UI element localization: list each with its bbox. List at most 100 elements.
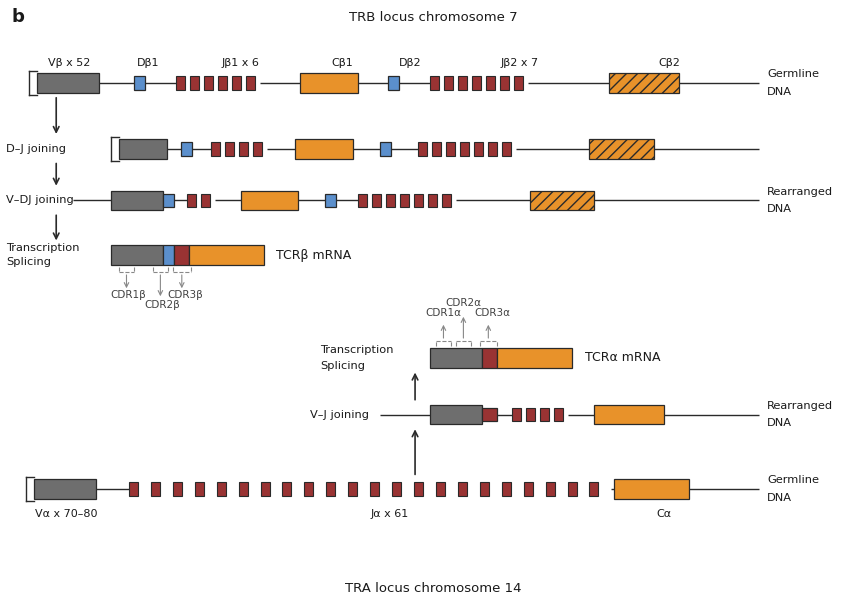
Text: CDR1β: CDR1β: [110, 290, 147, 300]
Bar: [201, 193, 210, 208]
Bar: [514, 76, 523, 90]
Bar: [186, 193, 196, 208]
Text: Germline: Germline: [767, 475, 819, 485]
Bar: [204, 76, 212, 90]
Bar: [173, 482, 182, 496]
Bar: [430, 348, 482, 368]
Bar: [479, 482, 489, 496]
Bar: [218, 76, 226, 90]
Bar: [111, 190, 163, 211]
Bar: [349, 482, 357, 496]
Text: CDR3α: CDR3α: [474, 308, 511, 318]
Text: TCRα mRNA: TCRα mRNA: [584, 351, 660, 364]
Bar: [414, 193, 423, 208]
Bar: [472, 76, 481, 90]
Text: Cβ2: Cβ2: [658, 58, 681, 68]
Bar: [388, 76, 399, 90]
Bar: [119, 139, 166, 159]
Text: Rearranged: Rearranged: [767, 187, 833, 197]
Bar: [241, 190, 298, 211]
Bar: [539, 408, 549, 421]
Text: Splicing: Splicing: [6, 257, 51, 267]
Bar: [446, 142, 455, 156]
Bar: [174, 245, 189, 265]
Bar: [238, 482, 248, 496]
Bar: [225, 142, 233, 156]
Bar: [488, 142, 497, 156]
Bar: [211, 142, 219, 156]
Bar: [301, 73, 358, 93]
Bar: [181, 142, 192, 156]
Text: Cβ1: Cβ1: [331, 58, 353, 68]
Bar: [502, 482, 511, 496]
Text: D–J joining: D–J joining: [6, 144, 67, 154]
Bar: [163, 193, 174, 208]
Bar: [195, 482, 204, 496]
Bar: [595, 405, 664, 424]
Bar: [151, 482, 160, 496]
Text: Transcription: Transcription: [6, 243, 80, 253]
Text: Dβ2: Dβ2: [399, 58, 421, 68]
Text: DNA: DNA: [767, 493, 792, 503]
Text: Rearranged: Rearranged: [767, 400, 833, 410]
Bar: [37, 73, 99, 93]
Text: TCRβ mRNA: TCRβ mRNA: [276, 249, 351, 262]
Text: Vβ x 52: Vβ x 52: [48, 58, 90, 68]
Bar: [428, 193, 437, 208]
Bar: [358, 193, 368, 208]
Text: CDR2α: CDR2α: [446, 298, 481, 308]
Bar: [486, 76, 495, 90]
Bar: [372, 193, 381, 208]
Text: Germline: Germline: [767, 69, 819, 79]
Text: TRB locus chromosome 7: TRB locus chromosome 7: [349, 11, 518, 24]
Text: TRA locus chromosome 14: TRA locus chromosome 14: [345, 582, 521, 595]
Bar: [163, 245, 174, 265]
Bar: [497, 348, 571, 368]
Bar: [554, 408, 563, 421]
Bar: [525, 408, 535, 421]
Text: V–DJ joining: V–DJ joining: [6, 195, 74, 206]
Text: Splicing: Splicing: [321, 361, 365, 371]
Bar: [370, 482, 379, 496]
Text: DNA: DNA: [767, 205, 792, 214]
Bar: [129, 482, 138, 496]
Bar: [418, 142, 427, 156]
Bar: [442, 193, 451, 208]
Text: V–J joining: V–J joining: [310, 410, 369, 419]
Text: CDR2β: CDR2β: [145, 300, 180, 310]
Text: b: b: [11, 9, 24, 26]
Text: DNA: DNA: [767, 87, 792, 97]
Text: Jβ1 x 6: Jβ1 x 6: [222, 58, 259, 68]
Text: CDR1α: CDR1α: [426, 308, 461, 318]
Bar: [386, 193, 395, 208]
Bar: [458, 76, 467, 90]
Bar: [460, 142, 469, 156]
Bar: [524, 482, 532, 496]
Bar: [238, 142, 248, 156]
Text: Vα x 70–80: Vα x 70–80: [35, 509, 97, 519]
Text: Jα x 61: Jα x 61: [371, 509, 409, 519]
Bar: [482, 408, 497, 421]
Bar: [296, 139, 353, 159]
Text: Dβ1: Dβ1: [137, 58, 160, 68]
Bar: [458, 482, 467, 496]
Bar: [35, 479, 96, 499]
Bar: [392, 482, 401, 496]
Bar: [568, 482, 577, 496]
Bar: [326, 482, 336, 496]
Bar: [444, 76, 453, 90]
Text: Cα: Cα: [656, 509, 672, 519]
Text: DNA: DNA: [767, 418, 792, 429]
Bar: [474, 142, 483, 156]
Text: Jβ2 x 7: Jβ2 x 7: [500, 58, 538, 68]
Bar: [217, 482, 225, 496]
Bar: [283, 482, 291, 496]
Bar: [414, 482, 423, 496]
Bar: [245, 76, 255, 90]
Bar: [502, 142, 511, 156]
Bar: [615, 479, 689, 499]
Bar: [134, 76, 145, 90]
Bar: [432, 142, 441, 156]
Bar: [111, 245, 163, 265]
Bar: [325, 193, 336, 208]
